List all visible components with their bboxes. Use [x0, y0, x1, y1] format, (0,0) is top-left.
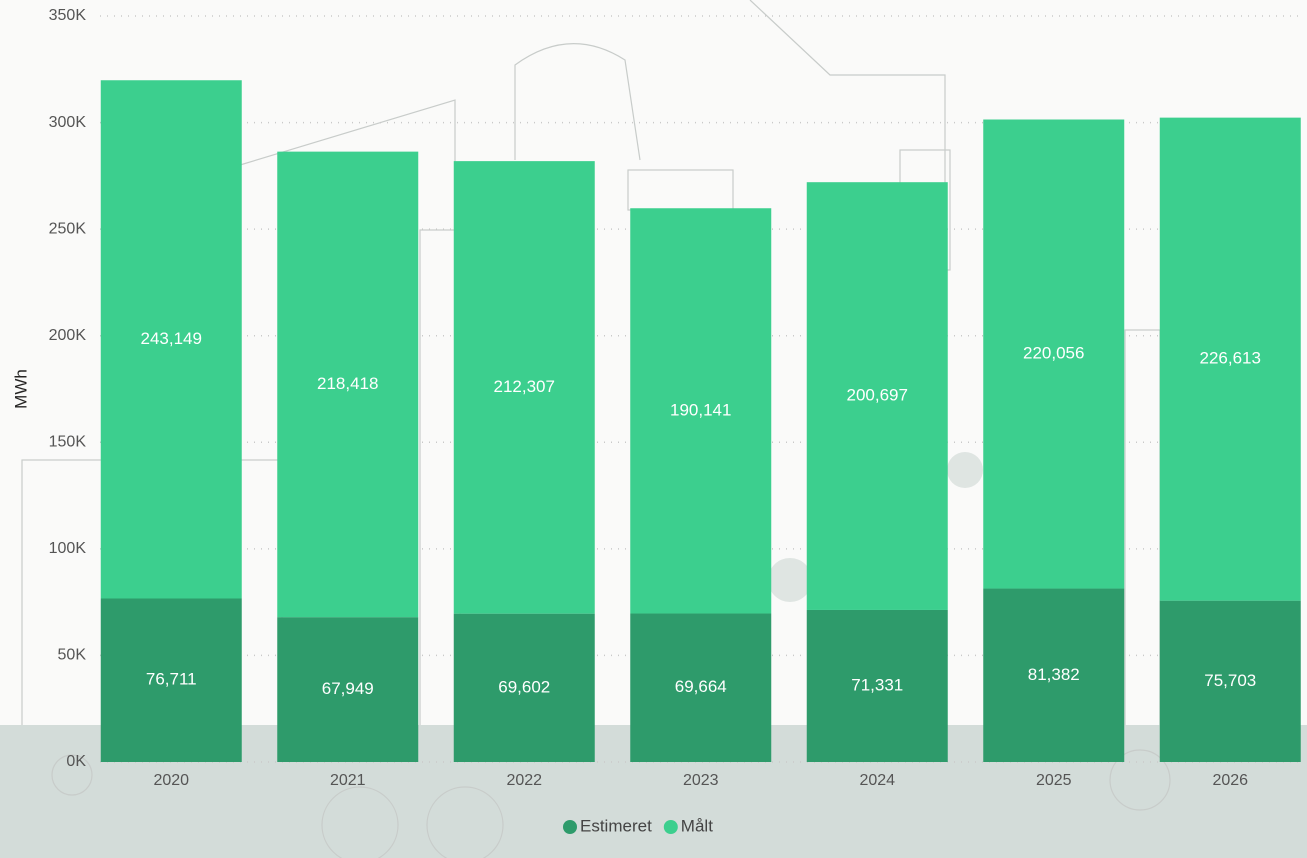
data-label: 200,697 [847, 386, 908, 405]
bar-segment [983, 119, 1125, 589]
y-tick-label: 0K [66, 753, 86, 770]
bar-segment [453, 613, 595, 762]
legend-label: Estimeret [580, 816, 652, 835]
x-tick-label: 2023 [683, 772, 719, 789]
y-tick-label: 250K [49, 220, 87, 237]
legend-marker [663, 820, 678, 834]
bar-segment [453, 161, 595, 614]
bar-segment [277, 617, 419, 762]
x-tick-label: 2026 [1212, 772, 1248, 789]
y-axis-label: MWh [11, 369, 30, 409]
x-tick-label: 2020 [153, 772, 189, 789]
bar-segment [630, 208, 772, 614]
y-tick-label: 100K [49, 540, 87, 557]
data-label: 76,711 [146, 670, 197, 689]
data-label: 75,703 [1204, 671, 1256, 690]
data-label: 212,307 [494, 377, 555, 396]
x-tick-label: 2024 [859, 772, 895, 789]
legend-label: Målt [681, 816, 713, 835]
x-tick-label: 2022 [506, 772, 542, 789]
y-tick-label: 50K [58, 647, 87, 664]
bar-segment [806, 609, 948, 762]
bar-segment [630, 613, 772, 762]
bar-segment [1159, 117, 1301, 601]
legend-marker [563, 820, 577, 834]
data-label: 69,602 [498, 677, 550, 696]
data-label: 190,141 [670, 400, 731, 419]
bar-segment [277, 151, 419, 618]
data-label: 220,056 [1023, 344, 1084, 363]
data-label: 71,331 [851, 675, 903, 694]
data-label: 67,949 [322, 679, 374, 698]
x-tick-label: 2021 [330, 772, 366, 789]
data-label: 218,418 [317, 374, 378, 393]
bar-segment [100, 598, 242, 762]
data-label: 226,613 [1200, 349, 1261, 368]
y-tick-label: 200K [49, 327, 87, 344]
data-label: 81,382 [1028, 665, 1080, 684]
y-tick-label: 150K [49, 434, 87, 451]
x-tick-label: 2025 [1036, 772, 1072, 789]
bar-segment [1159, 600, 1301, 762]
bar-segment [983, 588, 1125, 762]
data-label: 243,149 [141, 329, 202, 348]
y-tick-label: 300K [49, 114, 87, 131]
y-tick-label: 350K [49, 7, 87, 24]
data-label: 69,664 [675, 677, 727, 696]
bar-segment [100, 80, 242, 599]
bar-segment [806, 182, 948, 610]
